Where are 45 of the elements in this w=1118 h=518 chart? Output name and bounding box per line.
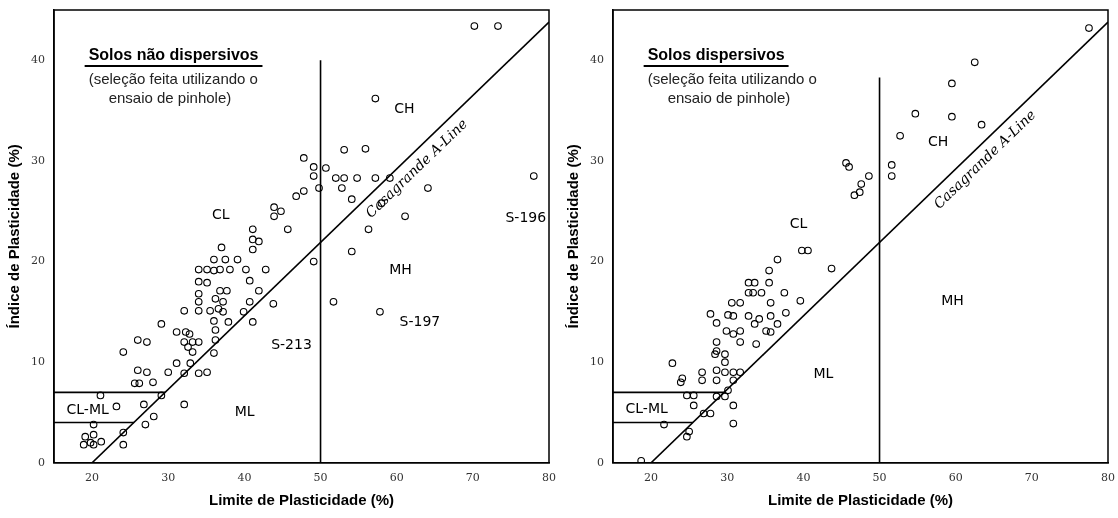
x-tick-label: 50 [313,471,328,485]
annotation: CH [394,100,415,117]
x-axis-title: Limite de Plasticidade (%) [208,491,395,509]
annotation: S-196 [505,208,547,225]
text: Solos dispersivos [647,46,785,63]
annotation: ML [813,364,834,381]
y-tick-label: 0 [597,455,604,469]
annotation: S-197 [399,312,441,329]
x-tick-label: 40 [796,471,811,485]
text: (seleção feita utilizando o ensaio de pinhole) [88,70,258,106]
y-tick-label: 40 [590,53,604,67]
annotation: MH [941,292,964,309]
x-tick-label: 80 [542,471,556,485]
y-axis-title: Índice de Plasticidade (%) [564,144,582,329]
y-tick-label: 30 [590,153,604,167]
x-tick-label: 70 [1024,471,1039,485]
annotation: CL [212,205,230,222]
x-tick-label: 20 [644,471,659,485]
x-axis-title: Limite de Plasticidade (%) [767,491,954,509]
x-tick-label: 70 [465,471,480,485]
y-tick-label: 10 [590,355,604,369]
text: Solos não dispersivos [88,46,259,63]
y-tick-label: 10 [31,355,45,369]
annotation: CL-ML [625,400,668,417]
y-tick-label: 20 [31,254,45,268]
y-tick-label: 0 [38,455,45,469]
annotation: CL [789,214,808,231]
annotation: CL-ML [66,400,109,417]
x-tick-label: 80 [1101,471,1115,485]
annotation: CH [928,133,949,150]
x-tick-label: 60 [948,471,963,485]
annotation: ML [234,403,255,420]
y-tick-label: 40 [31,53,45,67]
annotation: S-213 [271,336,312,353]
annotation: MH [389,261,412,278]
x-tick-label: 50 [872,471,887,485]
x-tick-label: 40 [237,471,252,485]
y-axis-title: Índice de Plasticidade (%) [5,144,23,329]
text: (seleção feita utilizando o ensaio de pinhole) [647,70,817,106]
y-tick-label: 20 [590,254,604,268]
x-tick-label: 30 [161,471,176,485]
x-tick-label: 60 [389,471,404,485]
y-tick-label: 30 [31,153,45,167]
x-tick-label: 20 [85,471,100,485]
x-tick-label: 30 [720,471,735,485]
